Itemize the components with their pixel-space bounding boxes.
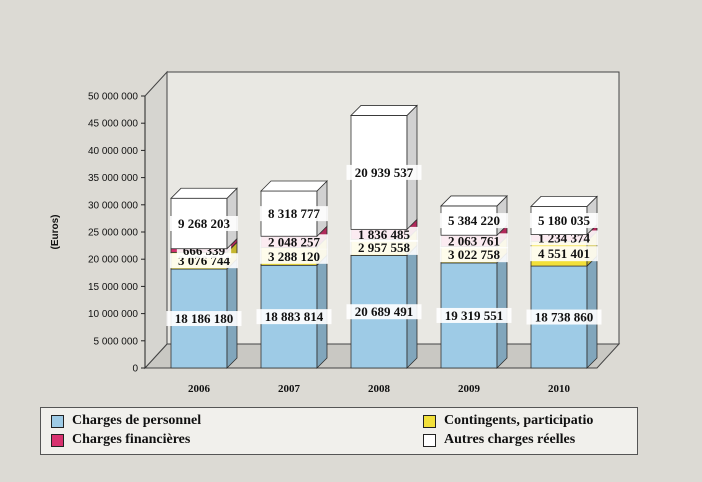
- x-tick-label: 2010: [548, 383, 571, 395]
- data-label-badge: [529, 212, 599, 228]
- data-label: 20 689 491: [355, 304, 414, 319]
- data-label-badge: [256, 309, 332, 325]
- y-tick-label: 0: [132, 364, 138, 375]
- legend-label: Contingents, participatio: [444, 413, 594, 428]
- data-label-badge: [349, 226, 419, 242]
- y-tick-label: 15 000 000: [88, 282, 138, 293]
- data-label-badge: [166, 311, 242, 327]
- legend-swatch: [51, 433, 64, 447]
- y-tick-label: 45 000 000: [88, 119, 138, 130]
- legend-item-contingents: Contingents, participatio: [423, 413, 593, 429]
- y-tick-label: 10 000 000: [88, 309, 138, 320]
- y-tick-label: 5 000 000: [94, 336, 139, 347]
- bar-top: [440, 195, 508, 207]
- x-tick-label: 2007: [278, 383, 301, 395]
- data-label: 18 738 860: [535, 310, 594, 325]
- data-label: 18 186 180: [175, 311, 234, 326]
- y-tick-label: 50 000 000: [88, 92, 138, 103]
- bar-top: [530, 196, 598, 207]
- y-tick-label: 35 000 000: [88, 173, 138, 184]
- data-label: 9 268 203: [178, 216, 231, 231]
- bar-top: [350, 105, 418, 116]
- legend-label: Charges financières: [72, 432, 191, 447]
- data-label-badge: [439, 213, 509, 229]
- data-label-badge: [346, 304, 422, 320]
- legend-swatch: [51, 414, 64, 428]
- legend-item-autres: Autres charges réelles: [423, 432, 575, 448]
- y-axis-label: (Euros): [50, 215, 61, 250]
- data-label-badge: [169, 215, 239, 231]
- y-tick-label: 40 000 000: [88, 146, 138, 157]
- y-tick-label: 20 000 000: [88, 255, 138, 266]
- data-label-badge: [259, 206, 329, 222]
- legend-item-financieres: Charges financières: [51, 432, 190, 448]
- data-label-badge: [526, 309, 602, 325]
- data-label-badge: [259, 248, 329, 264]
- legend-label: Autres charges réelles: [444, 432, 576, 447]
- data-label: 4 551 401: [538, 246, 590, 261]
- chart-legend: Charges de personnel Charges financières…: [40, 407, 638, 455]
- y-tick-label: 30 000 000: [88, 200, 138, 211]
- data-label-badge: [259, 234, 329, 250]
- data-label: 5 384 220: [448, 213, 500, 228]
- data-label: 3 022 758: [448, 247, 501, 262]
- data-label-badge: [529, 246, 599, 262]
- data-label: 2 063 761: [448, 233, 500, 248]
- data-label-badge: [439, 233, 509, 249]
- data-label: 3 288 120: [268, 249, 320, 264]
- legend-label: Charges de personnel: [72, 413, 202, 428]
- data-label-badge: [439, 247, 509, 263]
- data-label: 19 319 551: [445, 308, 504, 323]
- y-tick-label: 25 000 000: [88, 228, 138, 239]
- legend-swatch: [423, 414, 436, 428]
- x-tick-label: 2008: [368, 383, 391, 395]
- data-label: 2 048 257: [268, 234, 321, 249]
- data-label: 20 939 537: [355, 165, 414, 180]
- x-tick-label: 2006: [188, 383, 211, 395]
- data-label: 1 836 485: [358, 227, 411, 242]
- bar-top: [260, 180, 328, 192]
- legend-swatch: [423, 433, 436, 447]
- chart-side-wall: [144, 70, 168, 370]
- data-label: 5 180 035: [538, 213, 591, 228]
- x-tick-label: 2009: [458, 383, 481, 395]
- legend-item-personnel: Charges de personnel: [51, 413, 201, 429]
- data-label: 18 883 814: [265, 309, 324, 324]
- data-label: 8 318 777: [268, 206, 321, 221]
- bar-top: [170, 187, 238, 199]
- data-label-badge: [346, 164, 422, 180]
- data-label-badge: [436, 307, 512, 323]
- data-label: 2 957 558: [358, 240, 411, 255]
- data-label-badge: [349, 239, 419, 255]
